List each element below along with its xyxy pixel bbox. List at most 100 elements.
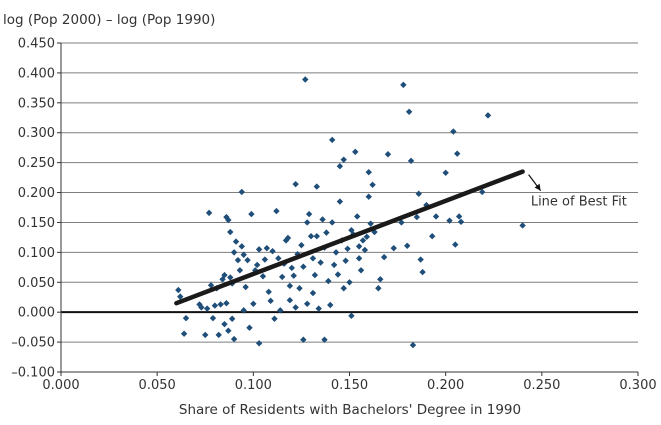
x-tick-label: 0.000 (42, 378, 79, 393)
data-point (363, 233, 371, 241)
data-point (286, 297, 294, 304)
data-point (275, 255, 282, 262)
data-point (375, 285, 382, 292)
data-point (269, 247, 276, 255)
data-point (340, 156, 347, 163)
y-tick-label: 0.400 (18, 66, 55, 81)
data-point (457, 218, 465, 226)
data-point (479, 188, 486, 196)
data-point (361, 246, 369, 254)
data-point (336, 198, 344, 205)
data-point (484, 112, 492, 119)
data-point (323, 229, 330, 236)
data-point (209, 314, 217, 322)
y-tick-label: 0.000 (18, 306, 55, 321)
data-point (236, 267, 244, 274)
data-point (219, 276, 226, 283)
data-point (300, 263, 307, 270)
data-point (367, 220, 374, 227)
data-point (305, 210, 313, 218)
data-point (261, 256, 269, 263)
data-point (450, 128, 457, 135)
data-point (227, 274, 234, 281)
y-tick-label: 0.050 (18, 276, 55, 291)
data-point (221, 320, 228, 328)
data-point (359, 237, 367, 244)
data-point (286, 282, 294, 290)
data-point (353, 213, 361, 220)
x-tick-label: 0.150 (331, 378, 368, 393)
y-tick-label: 0.100 (18, 246, 55, 261)
data-point (409, 341, 417, 349)
data-point (298, 241, 305, 249)
best-fit-line (174, 169, 525, 306)
data-point (328, 219, 336, 226)
data-point (321, 336, 328, 343)
data-point (365, 169, 372, 176)
data-point (211, 302, 219, 309)
data-point (340, 285, 347, 292)
data-point (334, 271, 342, 278)
data-point (255, 246, 263, 253)
data-point (303, 219, 311, 226)
x-axis-title: Share of Residents with Bachelors' Degre… (179, 402, 521, 418)
data-point (202, 331, 209, 339)
data-point (205, 209, 213, 217)
y-tick-label: 0.350 (18, 96, 55, 111)
data-point (415, 190, 422, 197)
data-point (271, 315, 278, 322)
data-point (454, 150, 461, 157)
data-point (259, 273, 267, 280)
data-point (215, 331, 222, 339)
data-point (273, 207, 280, 215)
x-tick-label: 0.200 (427, 378, 464, 393)
data-point (442, 169, 449, 177)
y-tick-label: 0.250 (18, 156, 55, 171)
data-point (227, 228, 234, 236)
data-point (317, 259, 324, 266)
data-point (398, 219, 405, 226)
data-point (315, 305, 322, 312)
data-point (223, 300, 230, 307)
data-point (309, 255, 317, 262)
data-points (175, 76, 526, 349)
data-point (292, 304, 299, 311)
data-point (355, 243, 363, 250)
data-point (519, 222, 526, 229)
data-point (221, 271, 228, 279)
data-point (225, 327, 232, 334)
annotation-arrowhead (534, 183, 541, 191)
y-tick-label: 0.450 (18, 37, 55, 52)
data-point (238, 243, 245, 250)
data-point (265, 288, 272, 296)
data-point (352, 148, 359, 156)
data-point (303, 300, 311, 308)
data-point (248, 210, 255, 218)
best-fit-group (174, 169, 525, 306)
data-point (278, 273, 286, 281)
data-point (240, 251, 247, 258)
data-point (404, 242, 411, 249)
data-point (346, 279, 353, 286)
data-point (234, 256, 242, 264)
data-point (203, 305, 211, 312)
x-tick-label: 0.100 (235, 378, 272, 393)
y-tick-label: 0.300 (18, 126, 55, 141)
data-point (267, 297, 274, 305)
x-tick-label: 0.250 (523, 378, 560, 393)
y-axis-ticks: –0.100 –0.050 0.000 0.050 0.100 0.150 0.200 0.2… (11, 37, 62, 381)
data-point (432, 213, 440, 220)
data-point (419, 268, 426, 276)
data-point (330, 261, 338, 269)
gridlines (61, 42, 638, 373)
data-point (230, 335, 238, 343)
data-point (238, 188, 245, 196)
data-point (325, 277, 332, 285)
data-point (232, 238, 240, 245)
data-point (225, 216, 232, 224)
data-point (307, 233, 315, 240)
data-point (242, 283, 249, 291)
data-point (336, 163, 344, 170)
y-tick-label: –0.050 (11, 336, 55, 351)
